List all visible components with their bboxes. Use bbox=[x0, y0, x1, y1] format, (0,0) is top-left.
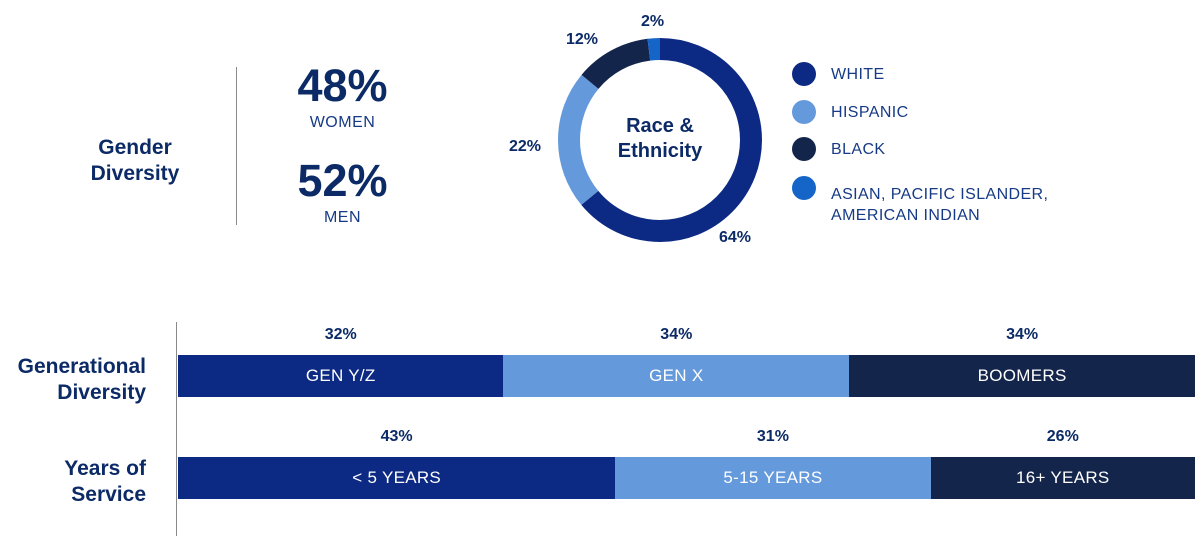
service-pct-label-2: 31% bbox=[756, 428, 789, 445]
generational-segment-1: GEN Y/Z bbox=[178, 355, 504, 397]
service-segment-1: < 5 YEARS bbox=[178, 457, 616, 499]
generational-diversity-bar: GEN Y/Z GEN X BOOMERS bbox=[178, 355, 1195, 397]
generational-segment-2: GEN X bbox=[503, 355, 850, 397]
service-pct-label-3: 26% bbox=[1046, 428, 1079, 445]
generational-diversity-title: Generational Diversity bbox=[17, 355, 146, 404]
legend-item-asian: ASIAN, PACIFIC ISLANDER, AMERICAN INDIAN bbox=[792, 176, 1048, 226]
legend-label-black: BLACK bbox=[831, 141, 886, 158]
generational-pct-label-2: 34% bbox=[660, 326, 693, 343]
slice-label-asian: 2% bbox=[641, 13, 665, 30]
slice-label-black: 12% bbox=[566, 31, 599, 48]
donut-center-title: Race & Ethnicity bbox=[617, 115, 703, 162]
service-segment-2: 5-15 YEARS bbox=[615, 457, 931, 499]
legend-swatch-asian bbox=[792, 176, 816, 200]
women-label: WOMEN bbox=[309, 114, 376, 131]
legend-item-white: WHITE bbox=[792, 62, 885, 86]
donut-slice-asian bbox=[558, 38, 762, 242]
legend-swatch-black bbox=[792, 137, 816, 161]
service-segment-3: 16+ YEARS bbox=[930, 457, 1195, 499]
slice-label-hispanic: 22% bbox=[509, 138, 542, 155]
men-percentage: 52% bbox=[297, 155, 388, 206]
gender-diversity-title: Gender Diversity bbox=[90, 136, 180, 185]
legend-item-black: BLACK bbox=[792, 137, 885, 161]
years-of-service-bar: < 5 YEARS 5-15 YEARS 16+ YEARS bbox=[178, 457, 1195, 499]
legend-label-hispanic: HISPANIC bbox=[831, 104, 909, 121]
women-percentage: 48% bbox=[297, 60, 388, 111]
gender-divider bbox=[236, 67, 237, 225]
service-pct-label-1: 43% bbox=[380, 428, 413, 445]
slice-label-white: 64% bbox=[719, 229, 752, 246]
bars-divider bbox=[176, 322, 177, 536]
legend-swatch-hispanic bbox=[792, 100, 816, 124]
years-of-service-title: Years of Service bbox=[64, 457, 146, 506]
legend-label-white: WHITE bbox=[831, 66, 885, 83]
legend-item-hispanic: HISPANIC bbox=[792, 100, 909, 124]
donut-slice-hispanic bbox=[558, 38, 762, 242]
legend-label-asian: ASIAN, PACIFIC ISLANDER, AMERICAN INDIAN bbox=[831, 186, 1049, 224]
generational-pct-label-3: 34% bbox=[1006, 326, 1039, 343]
legend-swatch-white bbox=[792, 62, 816, 86]
men-label: MEN bbox=[323, 209, 362, 226]
generational-segment-3: BOOMERS bbox=[849, 355, 1195, 397]
generational-pct-label-1: 32% bbox=[324, 326, 357, 343]
